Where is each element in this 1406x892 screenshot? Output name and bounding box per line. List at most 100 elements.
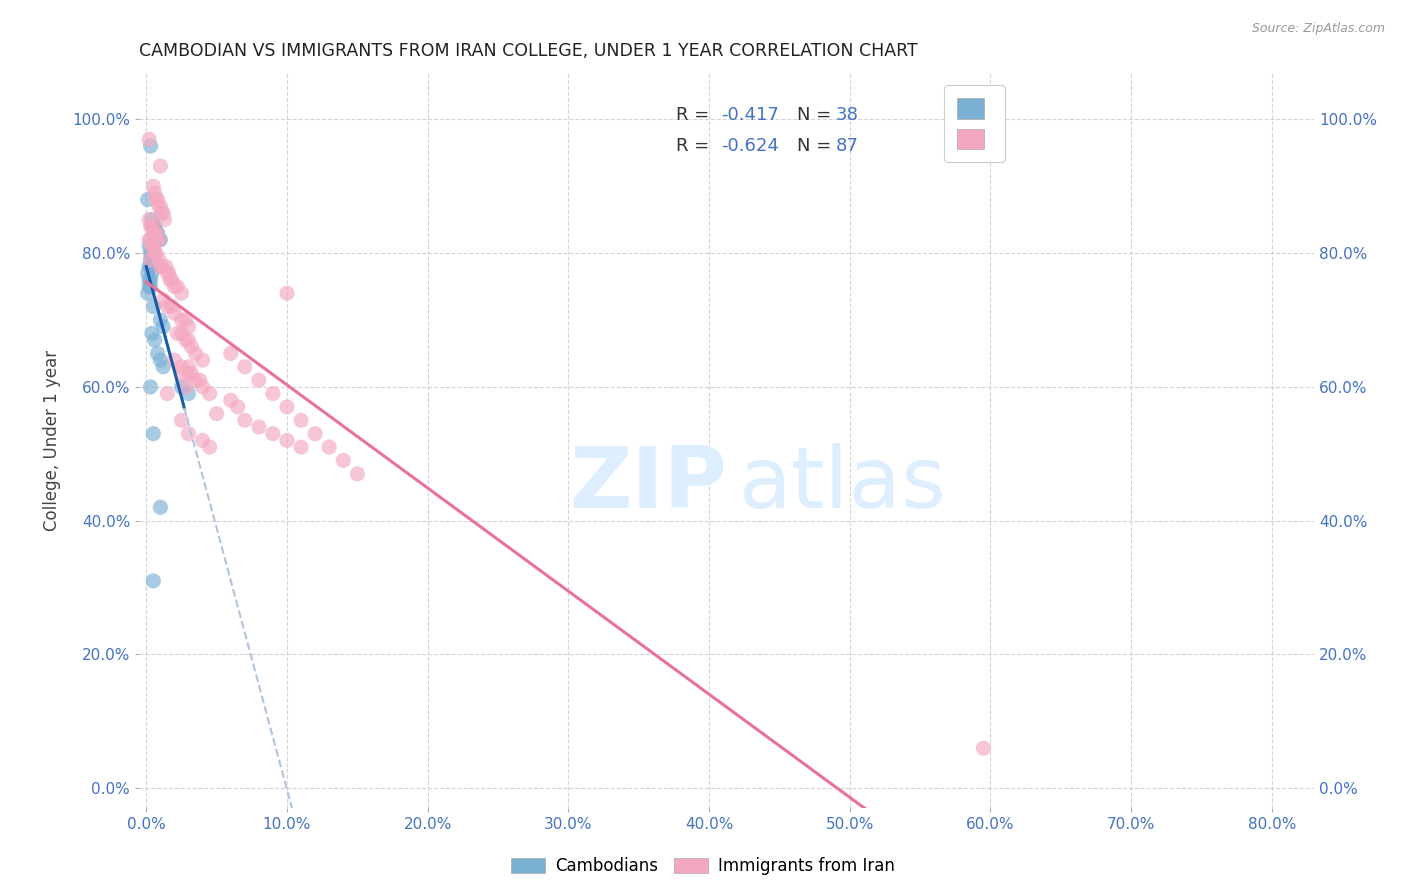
Point <box>149 233 172 247</box>
Point <box>139 139 162 153</box>
Point <box>153 212 176 227</box>
Point <box>141 239 163 253</box>
Point <box>276 286 298 301</box>
Point <box>139 252 162 267</box>
Text: Source: ZipAtlas.com: Source: ZipAtlas.com <box>1251 22 1385 36</box>
Point <box>149 500 172 515</box>
Point <box>141 266 163 280</box>
Point <box>247 373 270 387</box>
Point <box>149 260 172 274</box>
Point <box>177 359 200 374</box>
Y-axis label: College, Under 1 year: College, Under 1 year <box>44 350 60 531</box>
Point <box>160 300 183 314</box>
Point <box>170 413 193 427</box>
Point <box>177 367 200 381</box>
Point <box>150 206 173 220</box>
Point <box>136 266 159 280</box>
Point <box>233 359 256 374</box>
Point <box>142 426 165 441</box>
Point <box>146 346 169 360</box>
Point <box>143 219 166 234</box>
Point <box>166 279 188 293</box>
Point <box>139 233 162 247</box>
Point <box>972 741 994 756</box>
Point <box>262 426 284 441</box>
Point <box>138 132 160 146</box>
Point <box>139 252 162 267</box>
Point <box>149 199 172 213</box>
Point <box>177 386 200 401</box>
Point <box>177 319 200 334</box>
Point <box>170 380 193 394</box>
Point <box>152 293 174 307</box>
Text: ZIP: ZIP <box>569 443 727 526</box>
Point <box>198 386 221 401</box>
Point <box>304 426 326 441</box>
Point <box>139 260 162 274</box>
Point <box>219 393 242 408</box>
Point <box>166 326 188 341</box>
Point <box>142 219 165 234</box>
Point <box>156 386 179 401</box>
Point <box>174 380 197 394</box>
Point <box>143 333 166 347</box>
Point <box>198 440 221 454</box>
Text: atlas: atlas <box>738 443 946 526</box>
Point <box>142 574 165 588</box>
Point <box>191 434 214 448</box>
Point <box>139 279 162 293</box>
Point <box>139 380 162 394</box>
Text: -0.417: -0.417 <box>721 106 779 124</box>
Point <box>170 326 193 341</box>
Point <box>156 266 179 280</box>
Text: 38: 38 <box>837 106 859 124</box>
Point <box>142 179 165 194</box>
Point <box>143 246 166 260</box>
Point <box>143 252 166 267</box>
Point <box>233 413 256 427</box>
Point <box>152 359 174 374</box>
Point <box>170 313 193 327</box>
Point <box>159 273 181 287</box>
Point <box>141 219 163 234</box>
Point <box>276 434 298 448</box>
Point <box>143 226 166 240</box>
Point <box>146 233 169 247</box>
Point <box>226 400 249 414</box>
Point <box>170 359 193 374</box>
Point <box>138 279 160 293</box>
Point <box>262 386 284 401</box>
Point <box>145 226 167 240</box>
Text: R =: R = <box>676 106 710 124</box>
Point <box>290 440 312 454</box>
Point <box>148 233 170 247</box>
Point <box>149 313 172 327</box>
Point <box>163 353 186 368</box>
Point <box>174 333 197 347</box>
Point <box>138 273 160 287</box>
Point <box>157 266 180 280</box>
Point <box>332 453 354 467</box>
Point <box>141 326 163 341</box>
Point <box>148 199 170 213</box>
Point <box>163 306 186 320</box>
Point <box>146 193 169 207</box>
Point <box>188 373 211 387</box>
Point <box>191 353 214 368</box>
Point <box>155 260 177 274</box>
Point <box>174 313 197 327</box>
Point <box>142 252 165 267</box>
Point <box>205 407 228 421</box>
Text: R =: R = <box>676 137 710 155</box>
Point <box>141 246 163 260</box>
Point <box>184 346 207 360</box>
Point <box>142 239 165 253</box>
Point <box>138 239 160 253</box>
Point <box>346 467 368 481</box>
Point <box>145 193 167 207</box>
Point <box>290 413 312 427</box>
Point <box>160 273 183 287</box>
Point <box>143 186 166 200</box>
Point <box>145 246 167 260</box>
Text: N =: N = <box>797 106 831 124</box>
